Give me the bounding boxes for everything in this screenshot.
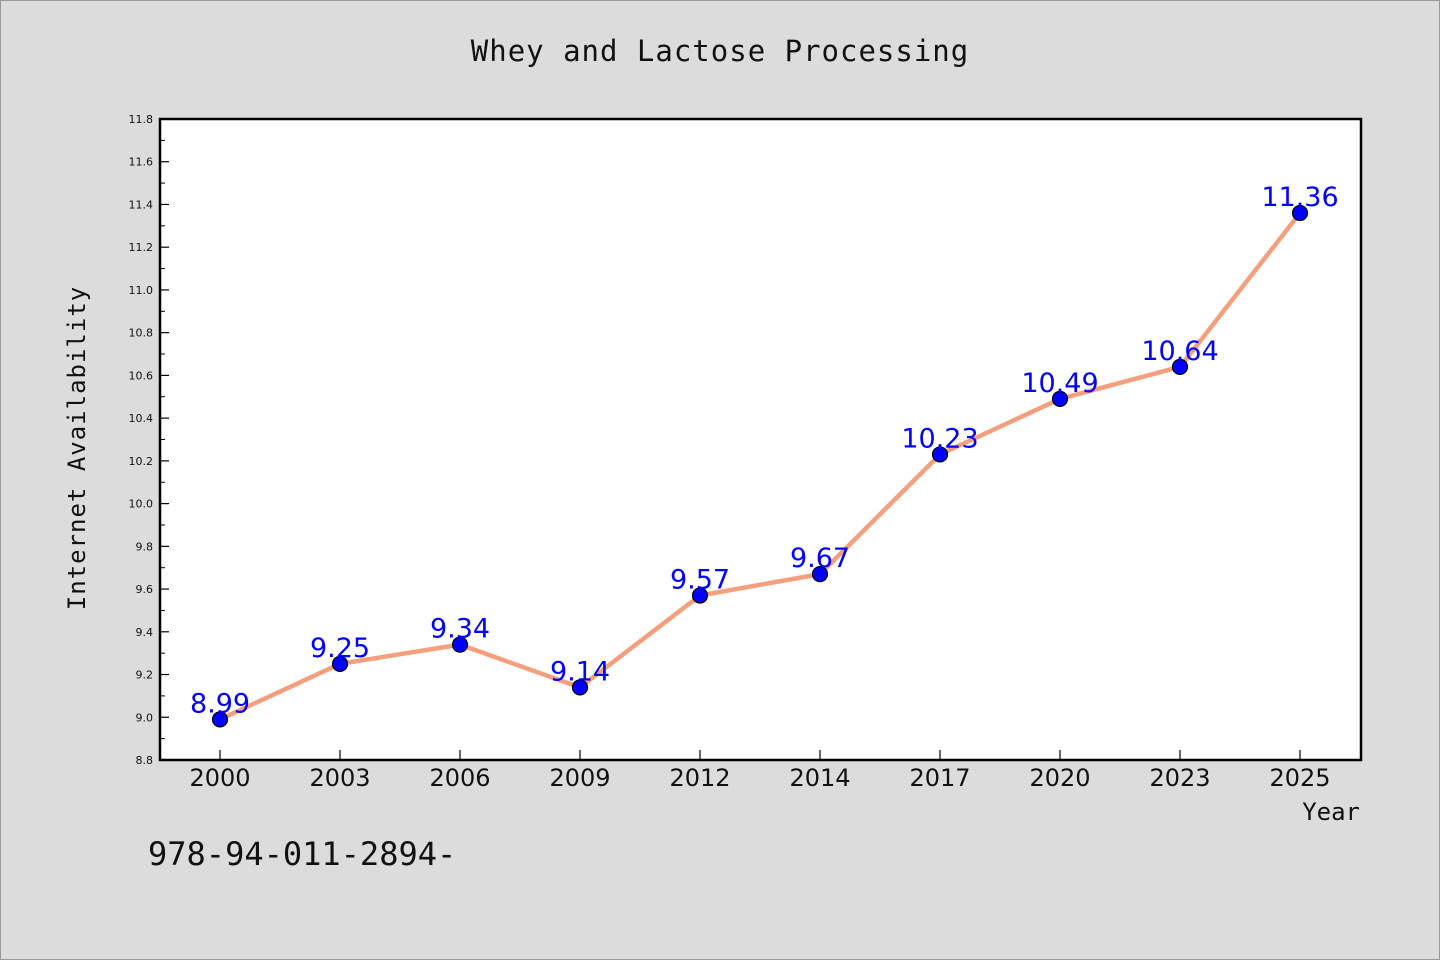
y-tick-label: 9.8	[136, 540, 154, 553]
data-labels: 8.99 9.25 9.34 9.14 9.57 9.67 10.23 10.49 10.64 1…	[190, 182, 1339, 719]
data-point	[331, 655, 349, 672]
y-tick-label: 11.4	[129, 198, 154, 211]
y-tick-label: 10.6	[129, 369, 154, 382]
x-tick-label: 2020	[1029, 764, 1090, 792]
x-tick-label: 2012	[669, 764, 730, 792]
x-tick-label: 2003	[309, 764, 370, 792]
data-label: 10.49	[1021, 368, 1098, 399]
data-label: 11.36	[1261, 182, 1338, 213]
y-axis: 8.8 9.0 9.2 9.4 9.6 9.8 10.0 10.2 10.4 10.6 10.8 11…	[129, 113, 169, 767]
data-label: 10.64	[1141, 336, 1218, 367]
x-tick-label: 2014	[789, 764, 850, 792]
x-tick-label: 2000	[189, 764, 250, 792]
data-label: 8.99	[190, 688, 250, 719]
x-tick-label: 2025	[1269, 764, 1330, 792]
data-points	[211, 204, 1309, 728]
y-tick-label: 11.2	[129, 241, 154, 254]
x-tick-label: 2017	[909, 764, 970, 792]
data-point	[931, 446, 949, 463]
y-tick-label: 9.2	[136, 669, 154, 682]
x-tick-label: 2009	[549, 764, 610, 792]
data-label: 9.67	[790, 543, 850, 574]
data-label: 9.34	[430, 614, 490, 645]
y-tick-label: 11.6	[129, 156, 154, 169]
y-tick-label: 8.8	[136, 754, 154, 767]
data-point	[811, 566, 829, 583]
data-label: 10.23	[901, 423, 978, 454]
data-point	[1171, 358, 1189, 375]
series-line-group	[217, 210, 1303, 722]
x-axis: 2000 2003 2006 2009 2012 2014 2017 2020 2023 2025	[189, 750, 1331, 792]
data-point	[691, 587, 709, 604]
y-tick-label: 11.8	[129, 113, 154, 126]
y-tick-label: 9.4	[136, 626, 154, 639]
y-tick-label: 9.0	[136, 711, 154, 724]
data-label: 9.14	[550, 656, 610, 687]
y-tick-label: 10.0	[129, 498, 154, 511]
y-tick-label: 10.2	[129, 455, 154, 468]
y-tick-label: 10.8	[129, 327, 154, 340]
y-tick-label: 11.0	[129, 284, 154, 297]
chart-title: Whey and Lactose Processing	[470, 34, 970, 68]
y-tick-label: 10.4	[129, 412, 154, 425]
data-label: 9.25	[310, 633, 370, 664]
data-label: 9.57	[670, 564, 730, 595]
series-line	[217, 210, 1303, 722]
footer-code: 978-94-011-2894-	[148, 835, 457, 873]
data-point	[211, 711, 229, 728]
data-point	[1051, 390, 1069, 408]
data-point	[451, 636, 469, 653]
plot-area	[158, 117, 1363, 762]
x-tick-label: 2023	[1149, 764, 1210, 792]
x-axis-label: Year	[1302, 798, 1360, 826]
y-tick-label: 9.6	[136, 583, 154, 596]
x-tick-label: 2006	[429, 764, 490, 792]
data-point	[571, 679, 589, 696]
data-point	[1291, 204, 1309, 222]
